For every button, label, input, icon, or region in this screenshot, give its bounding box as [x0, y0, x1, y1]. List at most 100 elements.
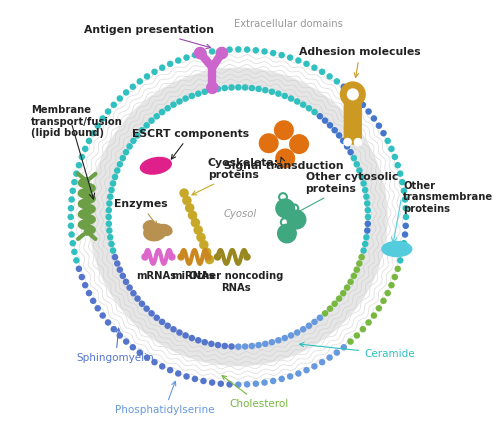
- Circle shape: [159, 319, 166, 325]
- Circle shape: [384, 290, 391, 296]
- Circle shape: [402, 196, 408, 203]
- Circle shape: [68, 214, 74, 220]
- Circle shape: [108, 241, 114, 247]
- Circle shape: [358, 254, 365, 260]
- Circle shape: [70, 187, 76, 194]
- Circle shape: [364, 227, 370, 234]
- Circle shape: [348, 279, 354, 285]
- Circle shape: [112, 174, 118, 180]
- Circle shape: [397, 171, 404, 177]
- Circle shape: [144, 122, 150, 128]
- Circle shape: [107, 194, 114, 200]
- Circle shape: [105, 319, 112, 326]
- Circle shape: [275, 198, 295, 218]
- Ellipse shape: [381, 241, 412, 257]
- Text: Ceramide: Ceramide: [300, 342, 415, 359]
- Circle shape: [275, 337, 281, 344]
- Circle shape: [126, 143, 133, 150]
- Circle shape: [270, 50, 276, 56]
- Circle shape: [105, 108, 112, 115]
- Circle shape: [277, 224, 297, 243]
- Circle shape: [400, 187, 407, 194]
- Circle shape: [126, 284, 133, 291]
- Circle shape: [384, 138, 391, 144]
- Circle shape: [346, 131, 360, 145]
- Text: Other noncoding
RNAs: Other noncoding RNAs: [188, 271, 283, 293]
- Circle shape: [218, 381, 224, 387]
- Circle shape: [287, 54, 294, 61]
- Circle shape: [110, 247, 116, 254]
- Circle shape: [106, 214, 112, 220]
- Circle shape: [344, 143, 350, 150]
- Circle shape: [364, 214, 371, 220]
- Circle shape: [356, 260, 362, 267]
- Circle shape: [144, 73, 150, 80]
- Circle shape: [209, 48, 216, 55]
- Circle shape: [142, 254, 148, 260]
- Circle shape: [258, 133, 278, 153]
- Circle shape: [136, 349, 143, 356]
- Circle shape: [228, 343, 235, 350]
- Circle shape: [90, 130, 96, 136]
- Circle shape: [244, 381, 250, 388]
- Circle shape: [397, 257, 404, 263]
- Circle shape: [311, 64, 318, 71]
- Circle shape: [112, 254, 118, 260]
- Text: Enzymes: Enzymes: [114, 199, 168, 226]
- Circle shape: [78, 154, 85, 160]
- Circle shape: [148, 310, 155, 317]
- Circle shape: [202, 89, 208, 95]
- Circle shape: [175, 370, 182, 377]
- Circle shape: [242, 84, 248, 91]
- Circle shape: [184, 54, 190, 61]
- Circle shape: [116, 95, 123, 102]
- Circle shape: [340, 83, 347, 90]
- Circle shape: [110, 102, 117, 108]
- Circle shape: [82, 282, 88, 289]
- Circle shape: [185, 203, 194, 213]
- Circle shape: [71, 249, 78, 255]
- Circle shape: [216, 47, 228, 59]
- Text: mRNAs: mRNAs: [136, 271, 176, 281]
- Circle shape: [200, 378, 206, 384]
- Circle shape: [336, 296, 342, 302]
- Circle shape: [170, 102, 176, 108]
- Circle shape: [256, 342, 262, 349]
- Circle shape: [106, 207, 112, 214]
- Circle shape: [120, 155, 126, 161]
- Circle shape: [215, 85, 222, 92]
- Circle shape: [319, 359, 326, 365]
- Circle shape: [123, 149, 130, 155]
- Circle shape: [354, 138, 362, 146]
- Circle shape: [354, 161, 360, 168]
- Circle shape: [402, 231, 408, 238]
- Circle shape: [71, 179, 78, 185]
- Circle shape: [144, 354, 150, 361]
- Circle shape: [252, 381, 259, 387]
- Circle shape: [294, 329, 300, 336]
- Circle shape: [123, 279, 130, 285]
- Circle shape: [334, 349, 340, 356]
- Circle shape: [376, 122, 382, 129]
- Circle shape: [295, 57, 302, 64]
- Circle shape: [326, 354, 333, 361]
- Text: Signal transduction: Signal transduction: [224, 158, 344, 171]
- Circle shape: [208, 87, 214, 93]
- Circle shape: [106, 220, 112, 227]
- Circle shape: [376, 305, 382, 312]
- Circle shape: [138, 300, 145, 307]
- Circle shape: [392, 154, 398, 160]
- Text: ESCRT components: ESCRT components: [132, 128, 249, 159]
- Circle shape: [306, 105, 312, 112]
- Circle shape: [151, 359, 158, 365]
- Circle shape: [202, 247, 211, 257]
- Circle shape: [110, 180, 116, 187]
- Circle shape: [188, 93, 195, 99]
- Circle shape: [268, 339, 275, 345]
- Circle shape: [262, 341, 268, 347]
- Circle shape: [344, 138, 352, 146]
- Circle shape: [262, 87, 268, 93]
- Ellipse shape: [142, 220, 156, 231]
- Circle shape: [178, 254, 184, 260]
- Circle shape: [76, 162, 82, 168]
